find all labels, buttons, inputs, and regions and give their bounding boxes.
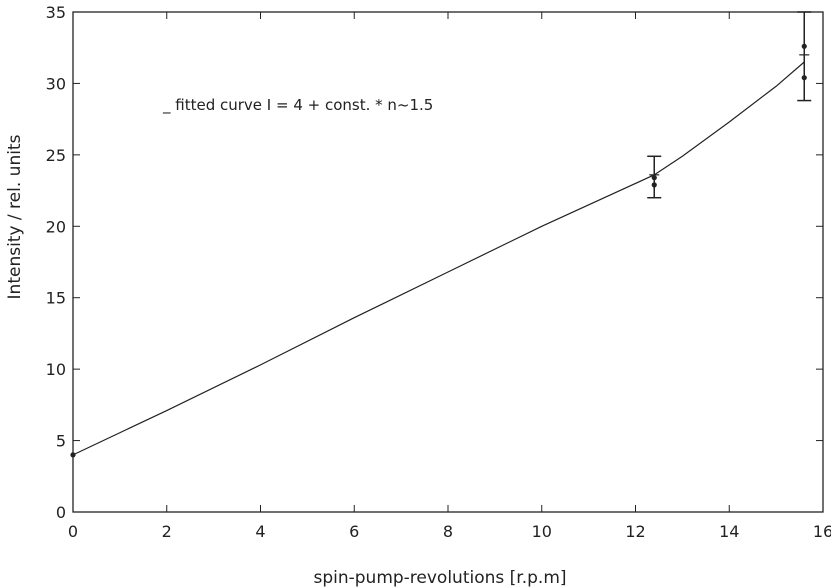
y-tick-label: 0	[56, 503, 66, 522]
x-tick-label: 2	[162, 522, 172, 541]
data-point	[651, 182, 657, 188]
x-tick-label: 4	[255, 522, 265, 541]
data-point	[801, 43, 807, 49]
x-tick-label: 12	[625, 522, 645, 541]
series-group	[72, 61, 805, 456]
x-tick-label: 8	[443, 522, 453, 541]
y-tick-label: 30	[46, 74, 66, 93]
markers-group	[70, 43, 807, 458]
data-point	[651, 175, 657, 181]
axis-tick-labels: 0 2 4 6 8 10 12 14 16 0 5 10 15 20 25 30 35	[46, 3, 831, 541]
axis-ticks	[72, 11, 824, 513]
plot-frame	[72, 11, 824, 513]
x-axis-title: spin-pump-revolutions [r.p.m]	[313, 568, 566, 588]
fitted-curve-line	[72, 61, 805, 456]
y-tick-label: 25	[46, 146, 66, 165]
y-tick-label: 20	[46, 217, 66, 236]
error-bars-group	[647, 11, 812, 199]
x-tick-label: 14	[719, 522, 739, 541]
y-tick-label: 15	[46, 289, 66, 308]
y-tick-label: 35	[46, 3, 66, 22]
y-tick-label: 10	[46, 360, 66, 379]
y-tick-label: 5	[56, 432, 66, 451]
x-tick-label: 6	[349, 522, 359, 541]
data-point	[801, 75, 807, 81]
x-tick-label: 16	[813, 522, 831, 541]
y-axis-title: Intensity / rel. units	[5, 134, 25, 299]
x-tick-label: 10	[532, 522, 552, 541]
data-point	[70, 452, 76, 458]
legend-annotation: _ fitted curve I = 4 + const. * n~1.5	[162, 96, 433, 115]
x-tick-label: 0	[68, 522, 78, 541]
